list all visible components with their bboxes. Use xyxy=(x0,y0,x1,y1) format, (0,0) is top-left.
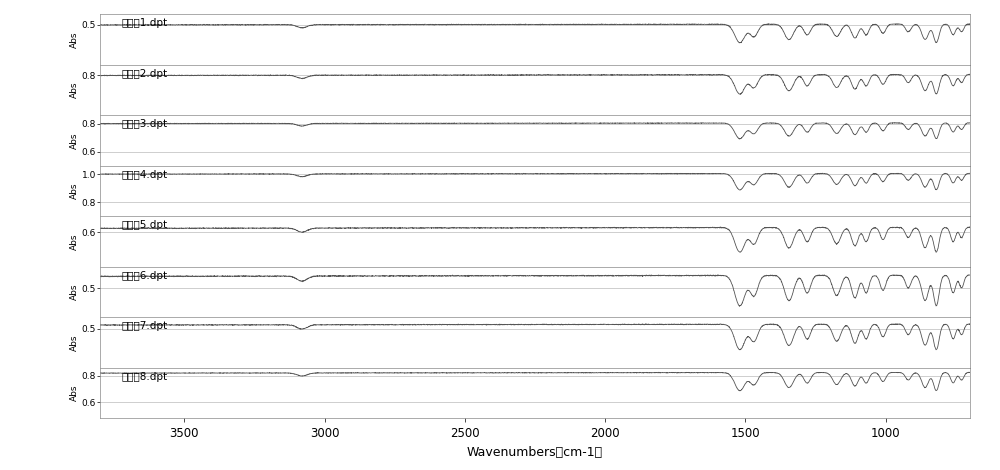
Text: 实施例2.dpt: 实施例2.dpt xyxy=(122,69,168,78)
Text: 实施例7.dpt: 实施例7.dpt xyxy=(122,321,168,331)
Y-axis label: Abs: Abs xyxy=(70,183,79,199)
X-axis label: Wavenumbers（cm-1）: Wavenumbers（cm-1） xyxy=(467,446,603,459)
Y-axis label: Abs: Abs xyxy=(70,385,79,401)
Text: 实施例5.dpt: 实施例5.dpt xyxy=(122,220,168,230)
Y-axis label: Abs: Abs xyxy=(70,82,79,98)
Text: 实施例6.dpt: 实施例6.dpt xyxy=(122,271,168,281)
Text: 实施例8.dpt: 实施例8.dpt xyxy=(122,372,168,382)
Text: 实施例3.dpt: 实施例3.dpt xyxy=(122,119,168,129)
Y-axis label: Abs: Abs xyxy=(70,132,79,149)
Y-axis label: Abs: Abs xyxy=(70,334,79,351)
Text: 实施例4.dpt: 实施例4.dpt xyxy=(122,170,168,180)
Y-axis label: Abs: Abs xyxy=(70,233,79,250)
Y-axis label: Abs: Abs xyxy=(70,31,79,47)
Text: 实施例1.dpt: 实施例1.dpt xyxy=(122,18,168,28)
Y-axis label: Abs: Abs xyxy=(70,284,79,300)
